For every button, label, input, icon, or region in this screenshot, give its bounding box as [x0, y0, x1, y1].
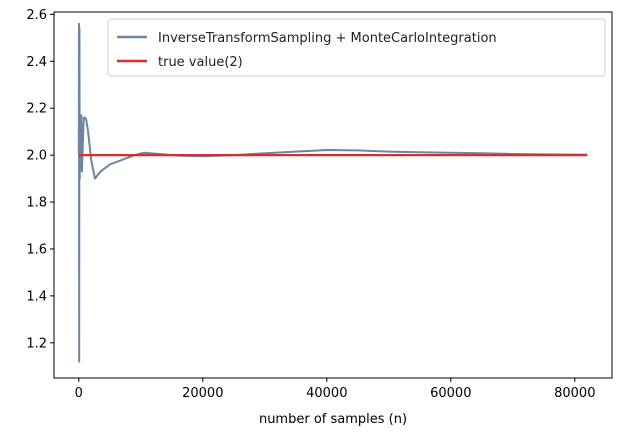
legend-label-series-2: true value(2) — [158, 55, 243, 70]
x-axis-label: number of samples (n) — [259, 412, 407, 427]
legend: InverseTransformSampling + MonteCarloInt… — [107, 18, 606, 77]
y-tick-label: 1.6 — [26, 242, 47, 257]
x-axis: 0 20000 40000 60000 80000 — [75, 378, 595, 401]
legend-label-series-1: InverseTransformSampling + MonteCarloInt… — [158, 31, 497, 46]
x-tick-label: 40000 — [306, 386, 347, 401]
y-axis: 1.2 1.4 1.6 1.8 2.0 2.2 2.4 2.6 — [26, 8, 54, 351]
plot-frame — [53, 11, 613, 379]
y-tick-label: 2.4 — [26, 55, 47, 70]
y-tick-label: 1.2 — [26, 336, 47, 351]
x-tick-label: 20000 — [182, 386, 223, 401]
x-tick-label: 60000 — [430, 386, 471, 401]
y-tick-label: 1.4 — [26, 289, 47, 304]
x-tick-label: 80000 — [554, 386, 595, 401]
series-line-1 — [77, 22, 588, 363]
x-tick-label: 0 — [75, 386, 83, 401]
y-tick-label: 1.8 — [26, 196, 47, 211]
y-tick-label: 2.2 — [26, 102, 47, 117]
y-tick-label: 2.6 — [26, 8, 47, 23]
y-tick-label: 2.0 — [26, 149, 47, 164]
plot-area — [77, 22, 588, 363]
legend-box — [107, 18, 606, 77]
